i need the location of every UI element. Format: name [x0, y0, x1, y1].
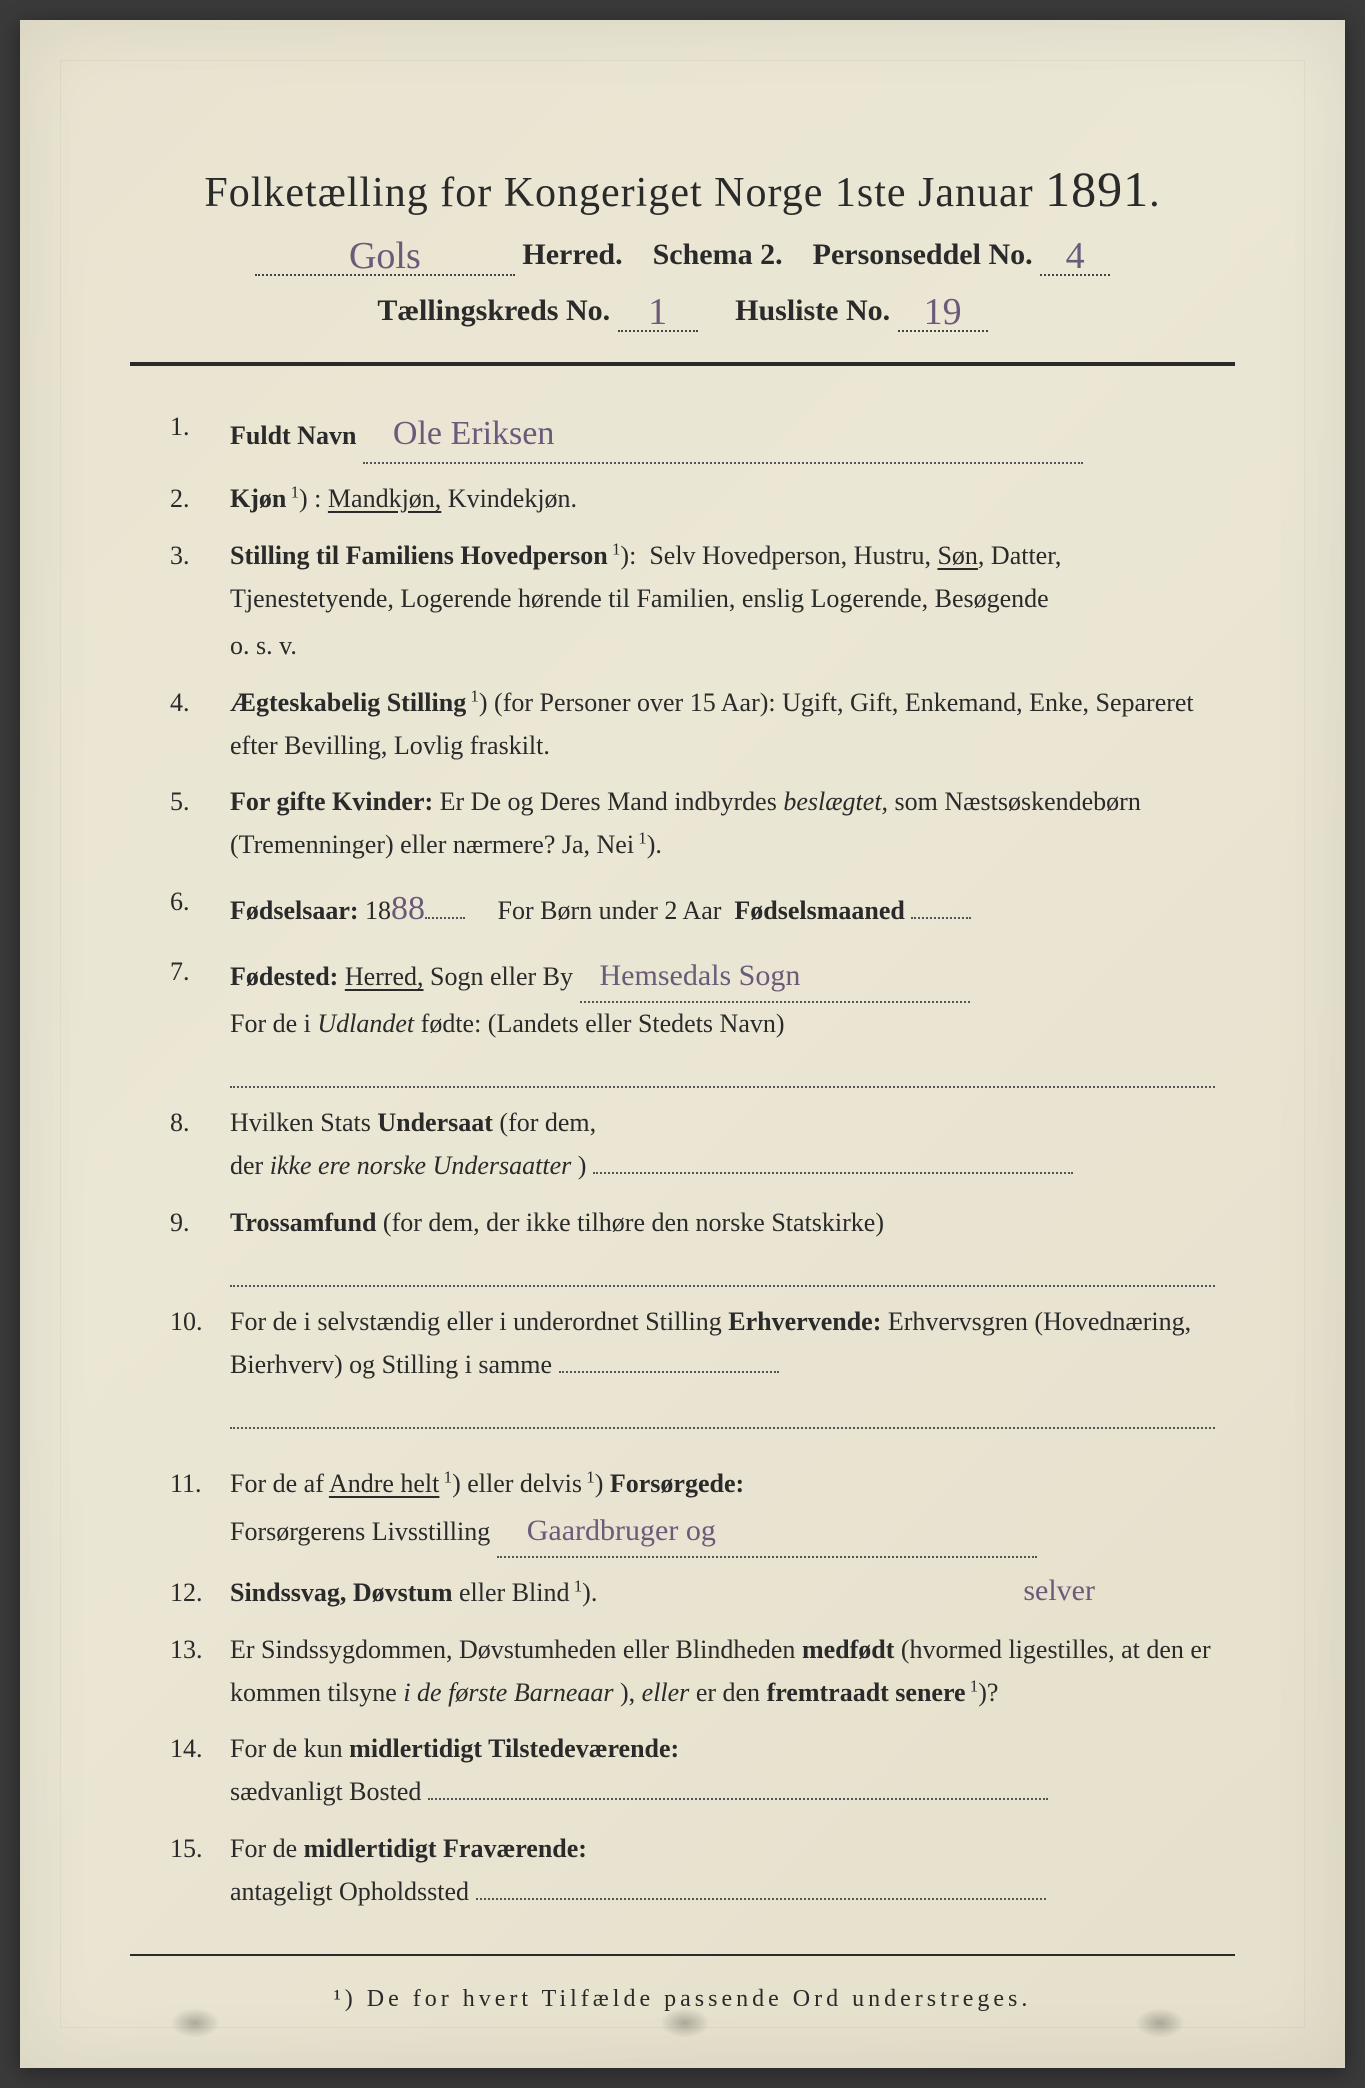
item-1: 1. Fuldt Navn Ole Eriksen — [170, 406, 1215, 464]
divider-top — [130, 362, 1235, 366]
census-form-page: Folketælling for Kongeriget Norge 1ste J… — [20, 20, 1345, 2068]
page-damage-1 — [170, 2008, 220, 2038]
header-line-2: Gols Herred. Schema 2. Personseddel No. … — [130, 230, 1235, 276]
item-3-label: Stilling til Familiens Hovedperson — [230, 541, 608, 570]
item-4: 4. Ægteskabelig Stilling 1) (for Persone… — [170, 682, 1215, 768]
birthplace-slot: Hemsedals Sogn — [580, 951, 970, 1003]
schema-label: Schema 2. — [653, 238, 783, 271]
item-7-fill — [230, 1052, 1215, 1088]
name-slot: Ole Eriksen — [363, 406, 1083, 464]
divider-bottom — [130, 1954, 1235, 1956]
item-2-label: Kjøn — [230, 484, 286, 513]
name-hand: Ole Eriksen — [393, 415, 554, 452]
page-damage-2 — [660, 2008, 710, 2038]
page-damage-3 — [1135, 2008, 1185, 2038]
item-10-fill — [230, 1393, 1215, 1429]
opt-kvindekjon: Kvindekjøn. — [448, 484, 577, 513]
item-2: 2. Kjøn 1) : Mandkjøn, Kvindekjøn. — [170, 478, 1215, 521]
item-7: 7. Fødested: Herred, Sogn eller By Hemse… — [170, 951, 1215, 1088]
item-6-label: Fødselsaar: — [230, 896, 359, 925]
husliste-label: Husliste No. — [735, 294, 890, 327]
item-8: 8. Hvilken Stats Undersaat (for dem, der… — [170, 1102, 1215, 1188]
opt-son: Søn — [937, 541, 977, 570]
item-11: 11. For de af Andre helt 1) eller delvis… — [170, 1463, 1215, 1557]
provider-hand: Gaardbruger og — [527, 1514, 716, 1547]
form-title: Folketælling for Kongeriget Norge 1ste J… — [130, 160, 1235, 218]
herred-label: Herred. — [522, 238, 622, 271]
personseddel-hand: 4 — [1066, 235, 1085, 277]
personseddel-slot: 4 — [1040, 230, 1110, 276]
herred-handwritten: Gols — [349, 235, 421, 277]
item-12-label: Sindssvag, Døvstum — [230, 1578, 453, 1607]
birthyear-hand: 88 — [391, 890, 425, 927]
item-4-label: Ægteskabelig Stilling — [230, 688, 466, 717]
item-12: 12. Sindssvag, Døvstum eller Blind 1). s… — [170, 1572, 1215, 1615]
item-6: 6. Fødselsaar: 1888 For Børn under 2 Aar… — [170, 881, 1215, 937]
husliste-slot: 19 — [898, 286, 988, 332]
item-5: 5. For gifte Kvinder: Er De og Deres Man… — [170, 781, 1215, 867]
item-13: 13. Er Sindssygdommen, Døvstumheden elle… — [170, 1629, 1215, 1715]
tkreds-slot: 1 — [618, 286, 698, 332]
provider-slot: Gaardbruger og — [497, 1506, 1037, 1558]
item-15: 15. For de midlertidigt Fraværende: anta… — [170, 1828, 1215, 1914]
husliste-hand: 19 — [924, 291, 962, 333]
opt-mandkjon: Mandkjøn, — [328, 484, 441, 513]
title-year: 1891 — [1045, 161, 1149, 217]
item-9: 9. Trossamfund (for dem, der ikke tilhør… — [170, 1202, 1215, 1287]
header-line-3: Tællingskreds No. 1 Husliste No. 19 — [130, 286, 1235, 332]
form-items: 1. Fuldt Navn Ole Eriksen 2. Kjøn 1) : M… — [130, 406, 1235, 1914]
item-10: 10. For de i selvstændig eller i underor… — [170, 1301, 1215, 1429]
item-3: 3. Stilling til Familiens Hovedperson 1)… — [170, 535, 1215, 668]
tkreds-hand: 1 — [648, 291, 667, 333]
personseddel-label: Personseddel No. — [813, 238, 1033, 271]
birthplace-hand: Hemsedals Sogn — [600, 959, 801, 992]
item-14: 14. For de kun midlertidigt Tilstedevære… — [170, 1728, 1215, 1814]
item-9-label: Trossamfund — [230, 1208, 376, 1237]
herred-slot: Gols — [255, 230, 515, 276]
tkreds-label: Tællingskreds No. — [377, 294, 610, 327]
item-1-label: Fuldt Navn — [230, 421, 356, 450]
item-7-label: Fødested: — [230, 962, 338, 991]
item-9-fill — [230, 1251, 1215, 1287]
item-12-hand: selver — [1023, 1566, 1095, 1616]
title-text: Folketælling for Kongeriget Norge 1ste J… — [204, 170, 1033, 216]
